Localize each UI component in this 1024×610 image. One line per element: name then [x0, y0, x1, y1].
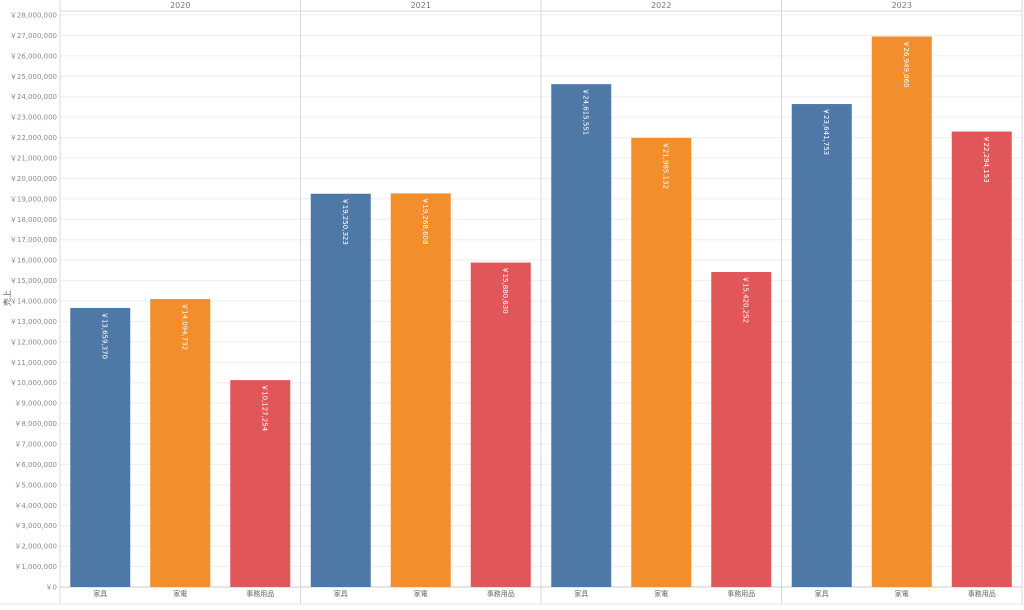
- category-labels: 家具 家電 事務用品 家具 家電 事務用品 家具 家電 事務用品 家具 家電 事務用品: [93, 589, 996, 598]
- year-headers: 2020 2021 2022 2023: [60, 1, 1022, 12]
- y-tick-label: ￥10,000,000: [10, 379, 57, 387]
- year-header-2022: 2022: [651, 1, 671, 10]
- y-tick-label: ￥11,000,000: [10, 359, 57, 367]
- y-axis-ticks: ￥0 ￥1,000,000 ￥2,000,000 ￥3,000,000 ￥4,000,0…: [10, 12, 57, 592]
- bar-2022-家具[interactable]: [551, 84, 612, 587]
- category-label: 家電: [414, 589, 428, 598]
- category-label: 家電: [654, 589, 668, 598]
- y-tick-label: ￥23,000,000: [10, 114, 57, 122]
- y-tick-label: ￥2,000,000: [14, 543, 57, 551]
- y-tick-label: ￥16,000,000: [10, 257, 57, 265]
- y-tick-label: ￥21,000,000: [10, 155, 57, 163]
- y-tick-label: ￥28,000,000: [10, 12, 57, 20]
- category-label: 家具: [574, 589, 588, 598]
- data-label: ￥14,094,732: [180, 303, 188, 350]
- category-label: 事務用品: [968, 589, 996, 598]
- y-tick-label: ￥15,000,000: [10, 277, 57, 285]
- y-tick-label: ￥4,000,000: [14, 502, 57, 510]
- y-tick-label: ￥6,000,000: [14, 461, 57, 469]
- y-tick-label: ￥20,000,000: [10, 175, 57, 183]
- bar-2023-家具[interactable]: [791, 104, 852, 587]
- category-label: 事務用品: [727, 589, 755, 598]
- bar-2021-家具[interactable]: [310, 193, 371, 587]
- y-tick-label: ￥0: [46, 584, 57, 592]
- data-label: ￥26,949,060: [902, 40, 910, 87]
- y-tick-label: ￥7,000,000: [14, 441, 57, 449]
- year-header-2020: 2020: [170, 1, 190, 10]
- bar-2022-事務用品[interactable]: [711, 271, 772, 587]
- y-tick-label: ￥3,000,000: [14, 522, 57, 530]
- y-tick-label: ￥26,000,000: [10, 52, 57, 60]
- category-label: 家電: [895, 589, 909, 598]
- y-tick-label: ￥8,000,000: [14, 420, 57, 428]
- y-tick-label: ￥5,000,000: [14, 481, 57, 489]
- year-header-2021: 2021: [411, 1, 431, 10]
- data-label: ￥10,127,254: [260, 384, 268, 432]
- data-label: ￥19,268,608: [421, 197, 429, 244]
- y-tick-label: ￥25,000,000: [10, 73, 57, 81]
- bar-2020-家電[interactable]: [150, 299, 211, 587]
- y-tick-label: ￥18,000,000: [10, 216, 57, 224]
- category-label: 家具: [815, 589, 829, 598]
- y-axis-label: 売上: [2, 290, 12, 306]
- y-tick-label: ￥27,000,000: [10, 32, 57, 40]
- y-tick-label: ￥19,000,000: [10, 195, 57, 203]
- bar-2020-事務用品[interactable]: [230, 380, 291, 587]
- y-tick-label: ￥12,000,000: [10, 338, 57, 346]
- data-label: ￥22,294,153: [982, 136, 990, 183]
- data-label: ￥19,250,323: [341, 198, 349, 245]
- category-label: 家具: [334, 589, 348, 598]
- data-label: ￥13,659,370: [100, 312, 108, 359]
- data-label: ￥15,880,630: [501, 267, 509, 314]
- bar-2023-家電[interactable]: [871, 36, 932, 588]
- category-label: 家具: [93, 589, 107, 598]
- category-label: 家電: [173, 589, 187, 598]
- data-label: ￥24,615,551: [581, 88, 589, 135]
- bar-2020-家具[interactable]: [70, 307, 131, 587]
- bar-2022-家電[interactable]: [631, 137, 692, 587]
- year-header-2023: 2023: [892, 1, 912, 10]
- y-tick-label: ￥24,000,000: [10, 93, 57, 101]
- y-tick-label: ￥17,000,000: [10, 236, 57, 244]
- data-label: ￥21,985,132: [661, 142, 669, 189]
- y-tick-label: ￥14,000,000: [10, 298, 57, 306]
- data-label: ￥15,420,252: [741, 276, 749, 323]
- data-label: ￥23,641,753: [822, 108, 830, 155]
- category-label: 事務用品: [246, 589, 274, 598]
- y-tick-label: ￥22,000,000: [10, 134, 57, 142]
- y-tick-label: ￥1,000,000: [14, 563, 57, 571]
- bar-2023-事務用品[interactable]: [951, 131, 1012, 587]
- bar-2021-家電[interactable]: [390, 193, 451, 587]
- y-tick-label: ￥13,000,000: [10, 318, 57, 326]
- category-label: 事務用品: [487, 589, 515, 598]
- y-tick-label: ￥9,000,000: [14, 400, 57, 408]
- bar-2021-事務用品[interactable]: [470, 262, 531, 587]
- bars-layer: ￥13,659,370 ￥14,094,732 ￥10,127,254 ￥19,250…: [70, 36, 1012, 588]
